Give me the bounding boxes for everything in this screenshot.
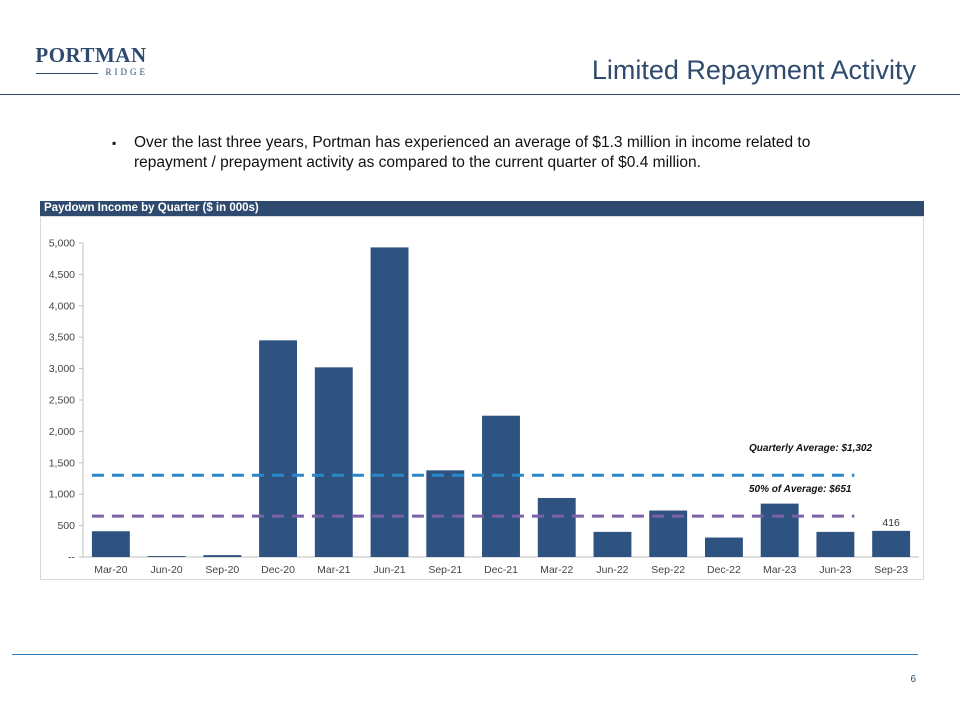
- y-tick-label: 4,500: [49, 269, 75, 281]
- y-tick-label: 3,000: [49, 363, 75, 375]
- bar-sep-21: [426, 470, 465, 557]
- half-average-label: 50% of Average: $651: [749, 484, 852, 495]
- bar-dec-22: [704, 537, 743, 557]
- x-tick-label: Dec-20: [261, 564, 295, 576]
- x-tick-label: Mar-20: [94, 564, 127, 576]
- x-tick-label: Sep-23: [874, 564, 908, 576]
- bar-sep-23: [872, 530, 911, 557]
- bullet-marker: ▪: [112, 136, 117, 150]
- bar-jun-20: [147, 556, 186, 557]
- bar-mar-21: [314, 367, 353, 557]
- paydown-income-bar-chart: -- 500 1,000 1,500 2,000 2,500 3,000 3,500 4,000…: [49, 238, 919, 576]
- portman-ridge-logo: PORTMAN RIDGE: [34, 44, 148, 79]
- x-tick-label: Dec-21: [484, 564, 518, 576]
- y-tick-label: 2,500: [49, 395, 75, 407]
- y-tick-label: 4,000: [49, 300, 75, 312]
- bar-mar-23: [760, 503, 799, 557]
- bar-mar-20: [91, 531, 130, 557]
- logo-rule: [36, 73, 98, 74]
- x-tick-label: Sep-20: [205, 564, 239, 576]
- x-tick-label: Mar-21: [317, 564, 350, 576]
- x-tick-label: Jun-20: [151, 564, 183, 576]
- logo-wordmark: PORTMAN: [35, 43, 147, 67]
- bar-dec-21: [482, 415, 520, 557]
- x-tick-label: Jun-22: [596, 564, 628, 576]
- page-number: 6: [910, 674, 916, 685]
- x-tick-label: Mar-22: [540, 564, 573, 576]
- x-tick-label: Sep-22: [651, 564, 685, 576]
- header-divider: [0, 94, 960, 95]
- bullet-text: Over the last three years, Portman has e…: [134, 134, 811, 171]
- bar-mar-22: [537, 497, 576, 557]
- y-tick-label: 2,000: [49, 426, 75, 438]
- logo-subline: RIDGE: [34, 67, 148, 79]
- y-tick-label: --: [68, 552, 75, 564]
- bar-jun-23: [816, 531, 855, 557]
- x-tick-label: Jun-23: [819, 564, 851, 576]
- y-tick-label: 5,000: [49, 238, 75, 250]
- bar-jun-22: [593, 531, 632, 557]
- bar-jun-21: [370, 247, 409, 557]
- x-tick-label: Dec-22: [707, 564, 741, 576]
- bar-sep-20: [203, 555, 242, 557]
- bar-data-label: 416: [882, 517, 900, 529]
- bar-sep-22: [649, 510, 688, 557]
- chart-title-bar: Paydown Income by Quarter ($ in 000s): [40, 201, 924, 216]
- bullet-point: ▪ Over the last three years, Portman has…: [112, 133, 842, 173]
- footer-divider: [12, 654, 918, 655]
- x-tick-label: Jun-21: [373, 564, 405, 576]
- chart-container: -- 500 1,000 1,500 2,000 2,500 3,000 3,500 4,000…: [40, 216, 924, 580]
- y-tick-label: 3,500: [49, 332, 75, 344]
- y-tick-label: 1,000: [49, 489, 75, 501]
- x-tick-label: Sep-21: [428, 564, 462, 576]
- page-title: Limited Repayment Activity: [591, 55, 916, 85]
- logo-subtext: RIDGE: [105, 67, 148, 77]
- quarterly-average-label: Quarterly Average: $1,302: [749, 443, 872, 454]
- x-tick-label: Mar-23: [763, 564, 796, 576]
- bar-dec-20: [259, 340, 298, 557]
- y-tick-label: 500: [57, 520, 75, 532]
- y-tick-label: 1,500: [49, 457, 75, 469]
